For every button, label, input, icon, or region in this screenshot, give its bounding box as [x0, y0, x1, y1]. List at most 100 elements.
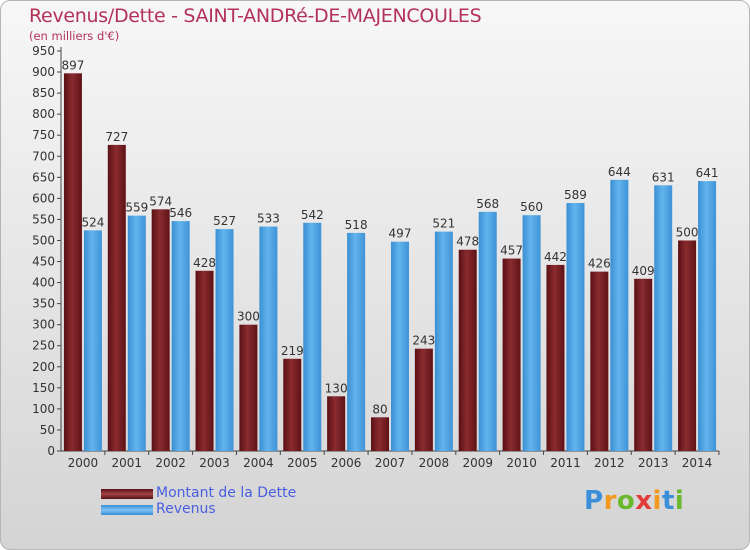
y-tick-label: 100	[32, 402, 55, 416]
bar-dette	[414, 348, 433, 451]
logo-letter: P	[584, 486, 604, 516]
legend-swatch-debt	[101, 489, 153, 499]
bar-revenus	[391, 241, 409, 451]
bar-revenus	[478, 211, 497, 451]
data-label-revenus: 560	[520, 200, 543, 214]
data-label-revenus: 644	[608, 165, 631, 179]
bar-dette	[590, 271, 609, 451]
bar-revenus	[434, 231, 453, 451]
bar-revenus	[259, 226, 278, 451]
bar-dette	[151, 209, 170, 451]
y-tick-label: 400	[32, 276, 55, 290]
x-tick-label: 2003	[199, 456, 230, 470]
data-label-dette: 243	[412, 334, 435, 348]
x-tick-label: 2000	[68, 456, 99, 470]
x-tick-label: 2008	[419, 456, 450, 470]
logo-letter: t	[661, 486, 675, 516]
data-label-dette: 478	[456, 235, 479, 249]
y-tick-label: 750	[32, 128, 55, 142]
bar-dette	[107, 144, 126, 452]
y-tick-label: 50	[40, 423, 55, 437]
bar-dette	[458, 249, 477, 451]
y-tick-label: 650	[32, 170, 55, 184]
y-tick-label: 900	[32, 65, 55, 79]
data-label-dette: 130	[325, 381, 348, 395]
y-tick-label: 550	[32, 212, 55, 226]
data-label-revenus: 568	[476, 197, 499, 211]
y-tick-label: 500	[32, 233, 55, 247]
data-label-revenus: 641	[696, 166, 719, 180]
y-tick-label: 800	[32, 107, 55, 121]
y-tick-label: 350	[32, 297, 55, 311]
logo-letter: o	[616, 486, 636, 516]
x-tick-label: 2007	[375, 456, 406, 470]
data-label-dette: 727	[105, 130, 128, 144]
data-label-dette: 426	[588, 257, 611, 271]
data-label-dette: 500	[676, 225, 699, 239]
x-tick-label: 2014	[682, 456, 713, 470]
data-label-dette: 442	[544, 250, 567, 264]
x-tick-label: 2009	[462, 456, 493, 470]
y-tick-label: 0	[47, 444, 55, 458]
y-tick-label: 950	[32, 44, 55, 58]
y-tick-label: 600	[32, 191, 55, 205]
logo-letter: x	[635, 486, 653, 516]
bar-dette	[371, 417, 389, 451]
logo-letter: i	[652, 486, 662, 516]
bar-dette	[195, 270, 214, 451]
data-label-revenus: 521	[432, 217, 455, 231]
data-label-revenus: 559	[125, 201, 148, 215]
y-tick-label: 150	[32, 381, 55, 395]
bar-dette	[634, 278, 653, 451]
data-label-revenus: 497	[389, 227, 412, 241]
bar-dette	[502, 258, 521, 451]
legend-label-debt: Montant de la Dette	[156, 485, 297, 501]
bar-revenus	[654, 185, 673, 451]
y-tick-label: 300	[32, 318, 55, 332]
data-label-revenus: 631	[652, 170, 675, 184]
data-label-dette: 219	[281, 344, 304, 358]
bar-revenus	[566, 203, 585, 451]
legend-swatch-revenus	[101, 505, 153, 515]
x-tick-label: 2001	[112, 456, 143, 470]
bar-dette	[546, 264, 565, 451]
bar-revenus	[610, 179, 629, 451]
data-label-revenus: 546	[169, 206, 192, 220]
data-label-revenus: 518	[345, 218, 368, 232]
data-label-dette: 428	[193, 256, 216, 270]
data-label-revenus: 527	[213, 214, 236, 228]
proxiti-logo: Proxiti	[584, 486, 684, 516]
data-label-revenus: 524	[81, 215, 104, 229]
data-label-revenus: 533	[257, 212, 280, 226]
bar-revenus	[83, 230, 102, 451]
logo-letter: i	[674, 486, 685, 516]
y-tick-label: 700	[32, 149, 55, 163]
x-tick-label: 2013	[638, 456, 669, 470]
x-tick-label: 2006	[331, 456, 362, 470]
bar-revenus	[215, 229, 234, 451]
data-label-dette: 897	[61, 58, 84, 72]
chart-subtitle: (en milliers d'€)	[29, 29, 120, 43]
x-tick-label: 2004	[243, 456, 274, 470]
data-label-dette: 574	[149, 194, 172, 208]
bar-revenus	[303, 222, 322, 451]
data-label-revenus: 542	[301, 208, 324, 222]
data-label-dette: 300	[237, 310, 260, 324]
bar-revenus	[127, 215, 146, 451]
y-tick-label: 250	[32, 339, 55, 353]
x-tick-label: 2005	[287, 456, 318, 470]
data-label-dette: 457	[500, 244, 523, 258]
y-tick-label: 200	[32, 360, 55, 374]
bar-revenus	[698, 181, 717, 451]
y-tick-label: 450	[32, 255, 55, 269]
bar-revenus	[171, 221, 190, 451]
bar-dette	[327, 396, 346, 451]
x-tick-label: 2011	[550, 456, 581, 470]
bar-revenus	[347, 232, 366, 451]
chart-title: Revenus/Dette - SAINT-ANDRé-DE-MAJENCOUL…	[29, 5, 482, 27]
x-tick-label: 2012	[594, 456, 625, 470]
legend-label-revenus: Revenus	[156, 501, 216, 517]
bar-dette	[239, 324, 258, 451]
